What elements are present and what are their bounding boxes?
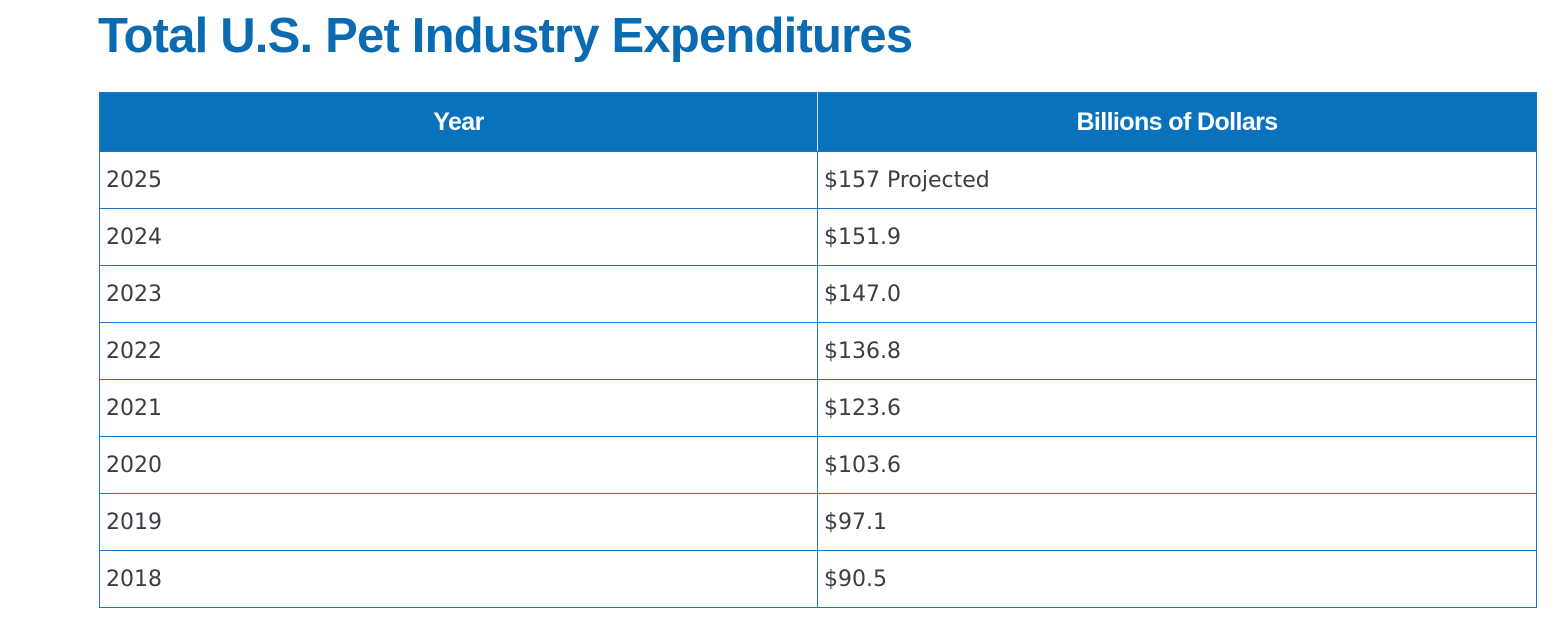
- value-cell: $123.6: [817, 379, 1537, 437]
- year-cell: 2019: [99, 493, 818, 551]
- table-header-row: Year Billions of Dollars: [99, 92, 1537, 152]
- table-row: 2020 $103.6: [99, 436, 1537, 494]
- table-row: 2021 $123.6: [99, 379, 1537, 437]
- column-header-billions: Billions of Dollars: [817, 92, 1537, 152]
- year-cell: 2021: [99, 379, 818, 437]
- table-row: 2024 $151.9: [99, 208, 1537, 266]
- value-cell: $90.5: [817, 550, 1537, 608]
- table-row: 2023 $147.0: [99, 265, 1537, 323]
- year-cell: 2020: [99, 436, 818, 494]
- column-header-year: Year: [99, 92, 818, 152]
- table-body: 2025 $157 Projected 2024 $151.9 2023 $14…: [99, 151, 1537, 608]
- year-cell: 2024: [99, 208, 818, 266]
- value-cell: $103.6: [817, 436, 1537, 494]
- value-cell: $97.1: [817, 493, 1537, 551]
- expenditures-table: Year Billions of Dollars 2025 $157 Proje…: [99, 92, 1537, 608]
- table-row: 2018 $90.5: [99, 550, 1537, 608]
- page-title: Total U.S. Pet Industry Expenditures: [98, 9, 913, 63]
- year-cell: 2023: [99, 265, 818, 323]
- table-row: 2025 $157 Projected: [99, 151, 1537, 209]
- table-row: 2022 $136.8: [99, 322, 1537, 380]
- table-row: 2019 $97.1: [99, 493, 1537, 551]
- value-cell: $136.8: [817, 322, 1537, 380]
- value-cell: $157 Projected: [817, 151, 1537, 209]
- year-cell: 2018: [99, 550, 818, 608]
- value-cell: $147.0: [817, 265, 1537, 323]
- year-cell: 2022: [99, 322, 818, 380]
- year-cell: 2025: [99, 151, 818, 209]
- value-cell: $151.9: [817, 208, 1537, 266]
